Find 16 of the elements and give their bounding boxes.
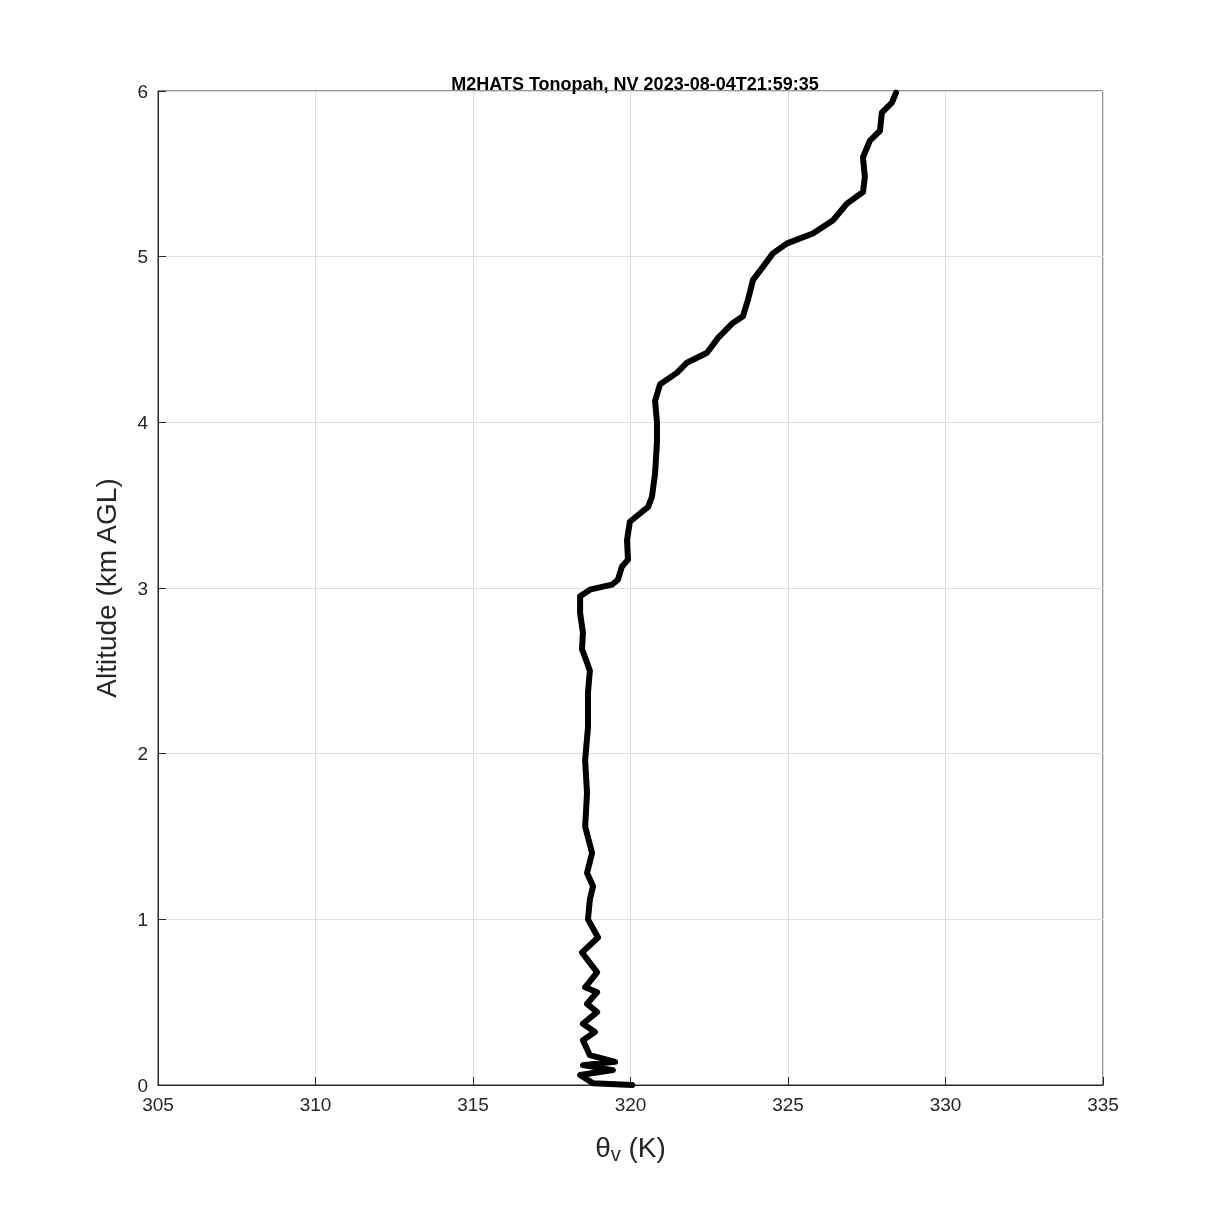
- y-tick-label: 3: [137, 577, 148, 599]
- y-tick-label: 1: [137, 908, 148, 930]
- y-tick-label: 4: [137, 411, 149, 433]
- x-tick-label: 325: [772, 1094, 804, 1115]
- x-tick-label: 330: [929, 1094, 962, 1115]
- y-tick-label: 5: [137, 246, 148, 268]
- x-tick-label: 335: [1087, 1094, 1119, 1115]
- y-tick-label: 0: [137, 1074, 148, 1096]
- x-tick-label: 305: [142, 1094, 174, 1115]
- y-tick-label: 2: [137, 743, 148, 765]
- y-tick-label: 6: [137, 80, 148, 102]
- y-axis-title: Altitude (km AGL): [90, 478, 122, 698]
- x-tick-label: 320: [614, 1094, 647, 1115]
- chart-title: M2HATS Tonopah, NV 2023-08-04T21:59:35: [451, 74, 819, 94]
- x-tick-label: 310: [299, 1094, 332, 1115]
- x-tick-label: 315: [457, 1094, 489, 1115]
